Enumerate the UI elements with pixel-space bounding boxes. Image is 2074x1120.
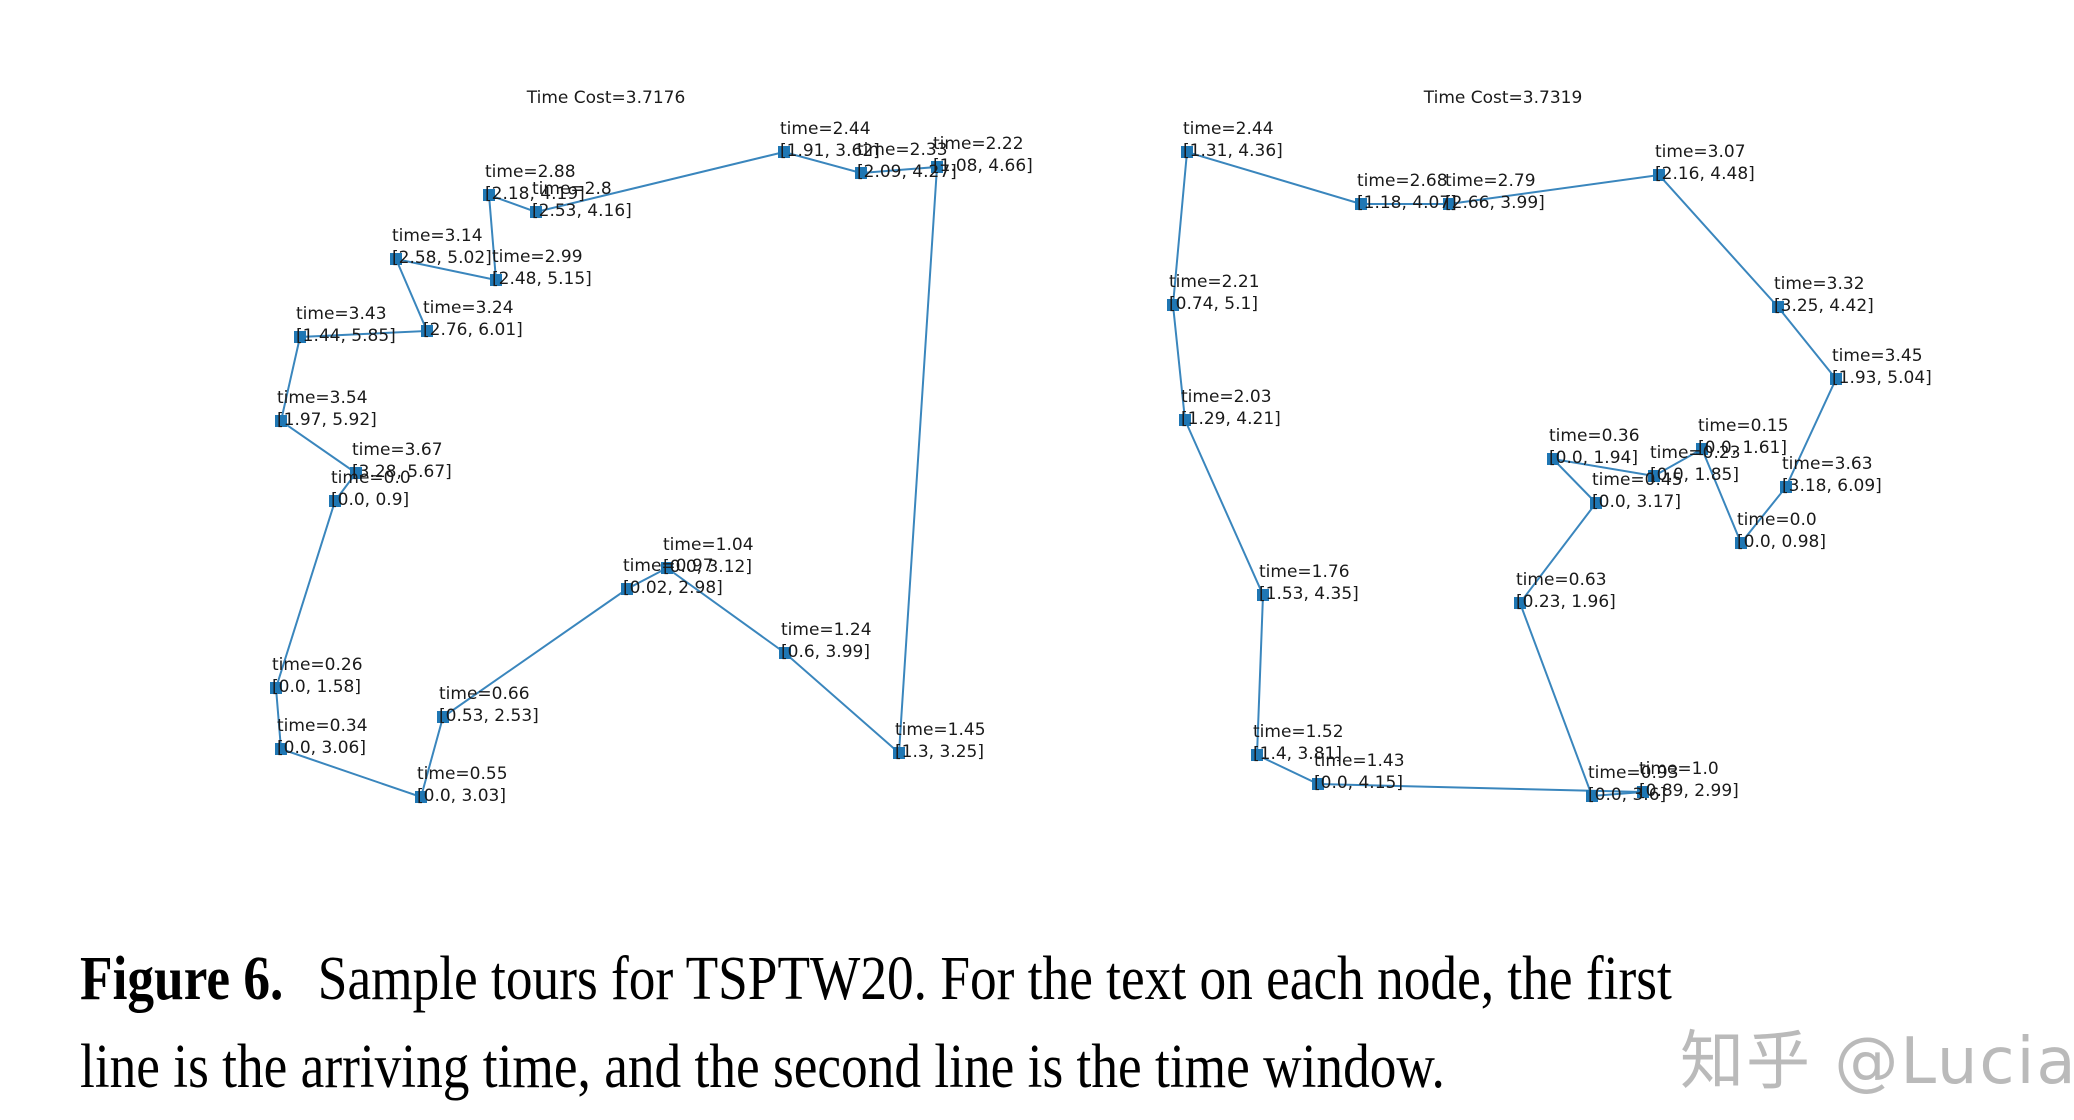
tour-node	[275, 743, 287, 755]
caption-text-line-1: Sample tours for TSPTW20. For the text o…	[317, 945, 1672, 1013]
tour-node	[1780, 481, 1792, 493]
tour-node	[1167, 299, 1179, 311]
node-label: time=3.07 [2.16, 4.48]	[1655, 142, 1755, 184]
node-label: time=2.68 [1.18, 4.07]	[1357, 171, 1457, 213]
tour-nodes-right	[1167, 146, 1842, 802]
node-label: time=3.63 [3.18, 6.09]	[1782, 454, 1882, 496]
tour-node	[1443, 198, 1455, 210]
tour-node	[490, 274, 502, 286]
node-label: time=0.34 [0.0, 3.06]	[277, 716, 368, 758]
tour-plot-left: Time Cost=3.7176 time=0.0 [0.0, 0.9]time=…	[270, 88, 1033, 806]
plot-title-right: Time Cost=3.7319	[1423, 88, 1583, 108]
node-label: time=0.63 [0.23, 1.96]	[1516, 570, 1616, 612]
node-label: time=3.24 [2.76, 6.01]	[423, 298, 523, 340]
tour-node	[390, 253, 402, 265]
node-label: time=2.79 [2.66, 3.99]	[1445, 171, 1545, 213]
node-label: time=3.45 [1.93, 5.04]	[1832, 346, 1932, 388]
tour-plot-right: Time Cost=3.7319 time=0.0 [0.0, 0.98] time…	[1167, 88, 1932, 805]
node-label: time=0.97 [0.02, 2.98]	[623, 556, 723, 598]
tour-node	[415, 791, 427, 803]
tour-node	[421, 325, 433, 337]
watermark: 知乎 @Lucia	[1680, 1025, 2074, 1099]
node-label: time=2.21 [0.74, 5.1]	[1169, 272, 1260, 314]
node-label: time=2.03 [1.29, 4.21]	[1181, 387, 1281, 429]
node-label: time=2.99 [2.48, 5.15]	[492, 247, 592, 289]
tour-node	[294, 331, 306, 343]
node-label: time=0.23 [0.0, 1.85]	[1650, 443, 1741, 485]
tour-node	[1312, 778, 1324, 790]
node-label: time=3.43 [1.44, 5.85]	[296, 304, 396, 346]
tour-node	[329, 495, 341, 507]
node-label: time=0.15 [0.0, 1.61]	[1698, 416, 1789, 458]
tour-node	[779, 647, 791, 659]
node-label: time=0.45 [0.0, 3.17]	[1592, 470, 1683, 512]
tour-node	[530, 206, 542, 218]
tour-node	[931, 161, 943, 173]
tour-node	[1772, 301, 1784, 313]
node-label: time=0.0 [0.0, 0.9]	[331, 468, 411, 510]
node-label: time=2.33 [2.09, 4.27]	[857, 140, 957, 182]
node-label: time=3.67 [3.28, 5.67]	[352, 440, 452, 482]
tour-node	[1637, 786, 1649, 798]
tour-node	[1257, 589, 1269, 601]
tour-nodes-left	[270, 146, 943, 803]
node-label: time=0.36 [0.0, 1.94]	[1549, 426, 1640, 468]
tour-node	[1251, 749, 1263, 761]
node-labels-right: time=0.0 [0.0, 0.98]time=0.15 [0.0, 1.61]t…	[1169, 119, 1932, 805]
node-label: time=0.55 [0.0, 3.03]	[417, 764, 508, 806]
tour-node	[437, 711, 449, 723]
tour-node	[1648, 470, 1660, 482]
tour-node	[1179, 414, 1191, 426]
tour-node	[855, 167, 867, 179]
node-label: time=1.43 [0.0, 4.15]	[1314, 751, 1405, 793]
tour-node	[1653, 169, 1665, 181]
node-label: time=1.0 [0.89, 2.99]	[1639, 759, 1739, 801]
node-label: time=3.54 [1.97, 5.92]	[277, 388, 377, 430]
node-label: time=2.44 [1.31, 4.36]	[1183, 119, 1283, 161]
tour-node	[350, 467, 362, 479]
figure-number: Figure 6.	[80, 945, 284, 1013]
tour-node	[275, 415, 287, 427]
tour-node	[778, 146, 790, 158]
caption-text-line-2: line is the arriving time, and the secon…	[80, 1033, 1445, 1101]
plot-title-left: Time Cost=3.7176	[526, 88, 686, 108]
tour-node	[1586, 790, 1598, 802]
node-label: time=2.44 [1.91, 3.62]	[780, 119, 880, 161]
node-label: time=3.32 [3.25, 4.42]	[1774, 274, 1874, 316]
node-label: time=1.24 [0.6, 3.99]	[781, 620, 872, 662]
tour-node	[1547, 453, 1559, 465]
node-label: time=1.45 [1.3, 3.25]	[895, 720, 986, 762]
node-label: time=0.26 [0.0, 1.58]	[272, 655, 363, 697]
tour-node	[1181, 146, 1193, 158]
figure-caption-line-1: Figure 6. Sample tours for TSPTW20. For t…	[80, 948, 1783, 1010]
node-label: time=0.0 [0.0, 0.98]	[1737, 510, 1826, 552]
tour-node	[1590, 497, 1602, 509]
tour-node	[270, 682, 282, 694]
tour-node	[1514, 597, 1526, 609]
tour-node	[1696, 443, 1708, 455]
tour-node	[483, 189, 495, 201]
node-label: time=1.76 [1.53, 4.35]	[1259, 562, 1359, 604]
figure-caption-line-2: line is the arriving time, and the secon…	[80, 1036, 1783, 1098]
node-label: time=2.22 [1.08, 4.66]	[933, 134, 1033, 176]
node-label: time=2.88 [2.18, 4.19]	[485, 162, 585, 204]
tour-node	[893, 747, 905, 759]
tour-node	[1735, 537, 1747, 549]
figure-tsptw-tours: Time Cost=3.7176 time=0.0 [0.0, 0.9]time=…	[270, 88, 1932, 806]
node-label: time=1.52 [1.4, 3.81]	[1253, 722, 1344, 764]
node-label: time=0.66 [0.53, 2.53]	[439, 684, 539, 726]
node-label: time=2.8 [2.53, 4.16]	[532, 179, 632, 221]
tour-node	[1355, 198, 1367, 210]
tour-node	[661, 562, 673, 574]
node-label: time=1.04 [0.0, 3.12]	[663, 535, 754, 577]
node-label: time=0.93 [0.0, 3.6]	[1588, 763, 1679, 805]
node-labels-left: time=0.0 [0.0, 0.9] time=0.26 [0.0, 1.58] ti…	[272, 119, 1033, 806]
node-label: time=3.14 [2.58, 5.02]	[392, 226, 492, 268]
tour-node	[621, 583, 633, 595]
tour-node	[1830, 373, 1842, 385]
